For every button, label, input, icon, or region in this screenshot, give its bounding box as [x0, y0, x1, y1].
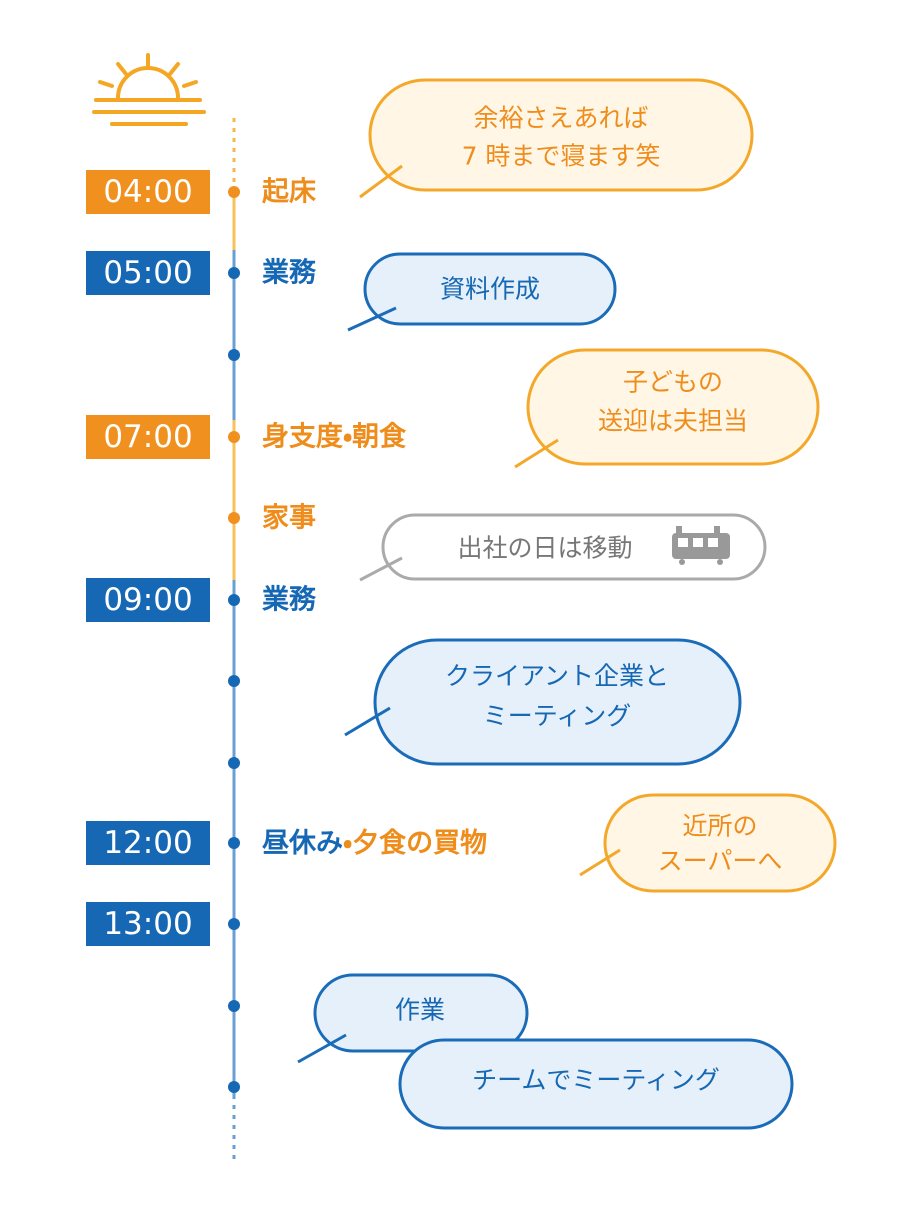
time-pill: [86, 251, 210, 295]
speech-bubble: [603, 793, 837, 893]
speech-bubble: [363, 252, 617, 326]
bubble-tail: [344, 706, 391, 737]
event-label: 昼休み・夕食の買物: [262, 828, 487, 859]
train-icon: [672, 526, 730, 565]
sun-icon: [92, 53, 206, 126]
time-label: 09:00: [103, 582, 192, 618]
bubble-text: 近所の: [682, 812, 757, 841]
bubble-tail: [514, 438, 559, 469]
time-label: 05:00: [103, 255, 192, 291]
bubble-text: クライアント企業と: [445, 662, 669, 691]
time-label: 12:00: [103, 825, 192, 861]
time-pill: [86, 902, 210, 946]
bubble-tail: [359, 164, 403, 199]
bubble-tail: [297, 1033, 347, 1064]
speech-bubble: [398, 1038, 794, 1130]
speech-bubble: [373, 638, 742, 766]
bubble-text: ミーティング: [483, 702, 632, 731]
time-pill: [86, 415, 210, 459]
speech-bubble: [381, 513, 767, 581]
event-part: 昼休み: [262, 828, 343, 859]
time-label: 07:00: [103, 419, 192, 455]
event-label: 起床: [262, 177, 316, 208]
bubble-text: スーパーへ: [658, 847, 783, 876]
time-label: 13:00: [103, 906, 192, 942]
bubble-text: 送迎は夫担当: [598, 407, 748, 436]
bubble-text: 余裕さえあれば: [473, 104, 648, 133]
time-pill: [86, 170, 210, 214]
time-label: 04:00: [103, 174, 192, 210]
bubble-text: 作業: [395, 996, 445, 1025]
bubble-tail: [359, 556, 403, 582]
event-label: 家事: [262, 503, 316, 534]
bubble-text: 子どもの: [623, 368, 723, 397]
event-label: 身支度・朝食: [262, 421, 406, 453]
bubble-text: 資料作成: [440, 275, 540, 304]
speech-bubble: [368, 78, 754, 192]
time-pill: [86, 578, 210, 622]
timeline-dots: [228, 186, 240, 1093]
bubble-tail: [347, 306, 397, 332]
bubble-tail: [579, 848, 621, 877]
time-pill: [86, 821, 210, 865]
event-part: ・夕食の買物: [343, 828, 487, 859]
bubble-text: 7 時まで寝ます笑: [462, 142, 661, 171]
event-label: 業務: [262, 258, 317, 289]
speech-bubble: [526, 348, 820, 466]
bubble-text: チームでミーティング: [472, 1066, 720, 1095]
bubble-text: 出社の日は移動: [457, 534, 632, 563]
event-label: 業務: [262, 585, 317, 616]
